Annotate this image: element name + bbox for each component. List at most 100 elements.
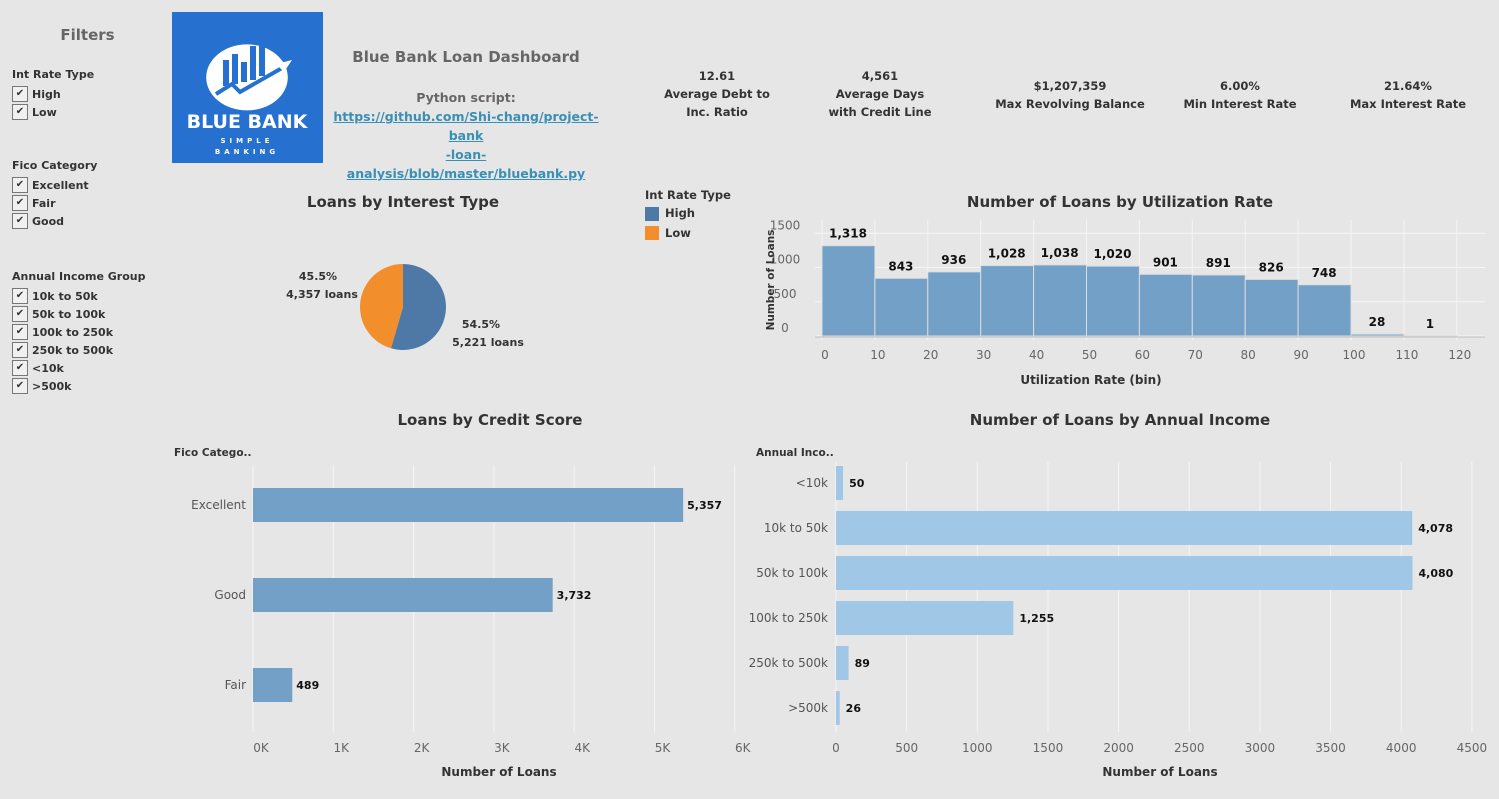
pie-label-pct: 45.5% bbox=[299, 270, 337, 283]
bar-data-label: 28 bbox=[1369, 315, 1386, 329]
checkbox-checked-icon[interactable]: ✔ bbox=[12, 177, 28, 193]
credit-bar bbox=[253, 488, 684, 522]
x-tick-label: 3500 bbox=[1315, 741, 1346, 755]
kpi-label: Min Interest Rate bbox=[1183, 97, 1297, 111]
filter-checkbox[interactable]: ✔ 100k to 250k bbox=[12, 323, 113, 341]
filter-checkbox[interactable]: ✔ High bbox=[12, 85, 61, 103]
filter-option-label: >500k bbox=[32, 379, 72, 393]
bar-data-label: 5,357 bbox=[687, 499, 722, 512]
legend-item-low[interactable]: Low bbox=[645, 226, 731, 240]
credit-bar bbox=[253, 578, 553, 612]
bar-data-label: 3,732 bbox=[557, 589, 592, 602]
filter-checkbox[interactable]: ✔ Excellent bbox=[12, 176, 89, 194]
blue-bank-logo: BLUE BANK SIMPLE BANKING bbox=[172, 12, 323, 163]
pie-label-pct: 54.5% bbox=[462, 318, 500, 331]
kpi-value: 12.61 bbox=[698, 69, 736, 83]
logo-graphic: BLUE BANK SIMPLE BANKING bbox=[187, 40, 309, 156]
kpi-value: $1,207,359 bbox=[1033, 79, 1107, 93]
histogram-bar bbox=[1086, 265, 1140, 337]
x-tick-label: 2500 bbox=[1174, 741, 1205, 755]
bar-data-label: 489 bbox=[296, 679, 319, 692]
pie-label-count: 4,357 loans bbox=[286, 288, 358, 301]
x-tick-label: 4500 bbox=[1457, 741, 1488, 755]
filter-option-label: Low bbox=[32, 105, 57, 119]
github-link[interactable]: https://github.com/Shi-chang/project-ban… bbox=[333, 109, 599, 181]
filter-group-title: Fico Category bbox=[12, 159, 98, 172]
filter-checkbox[interactable]: ✔ 10k to 50k bbox=[12, 287, 98, 305]
kpi-value: 4,561 bbox=[861, 69, 899, 83]
histogram-bar bbox=[1244, 278, 1299, 337]
filter-checkbox[interactable]: ✔ <10k bbox=[12, 359, 64, 377]
bar-data-label: 89 bbox=[855, 657, 870, 670]
x-tick-label: 50 bbox=[1082, 348, 1097, 362]
filter-checkbox[interactable]: ✔ Low bbox=[12, 103, 57, 121]
x-tick-label: 4K bbox=[574, 741, 591, 755]
checkbox-checked-icon[interactable]: ✔ bbox=[12, 324, 28, 340]
checkbox-checked-icon[interactable]: ✔ bbox=[12, 195, 28, 211]
filter-checkbox[interactable]: ✔ >500k bbox=[12, 377, 72, 395]
filter-option-label: High bbox=[32, 87, 61, 101]
checkbox-checked-icon[interactable]: ✔ bbox=[12, 288, 28, 304]
bar-data-label: 1,028 bbox=[988, 247, 1026, 261]
income-bar bbox=[836, 556, 1413, 590]
x-tick-label: 70 bbox=[1188, 348, 1203, 362]
income-chart-title: Number of Loans by Annual Income bbox=[969, 411, 1271, 429]
filter-checkbox[interactable]: ✔ 250k to 500k bbox=[12, 341, 113, 359]
pie-slice-high bbox=[390, 264, 447, 351]
histogram-bar bbox=[1138, 273, 1193, 337]
checkbox-checked-icon[interactable]: ✔ bbox=[12, 378, 28, 394]
filter-option-label: Good bbox=[32, 214, 65, 228]
category-label: 100k to 250k bbox=[749, 611, 828, 625]
x-tick-label: 60 bbox=[1135, 348, 1150, 362]
bar-data-label: 826 bbox=[1259, 260, 1284, 274]
kpi-card: 12.61 Average Debt to Inc. Ratio bbox=[642, 67, 792, 121]
x-tick-label: 80 bbox=[1241, 348, 1256, 362]
credit-chart-title: Loans by Credit Score bbox=[397, 411, 583, 429]
x-tick-label: 5K bbox=[655, 741, 672, 755]
bar-data-label: 1,020 bbox=[1094, 247, 1132, 261]
y-tick-label: 1000 bbox=[770, 253, 801, 267]
filter-option-label: 100k to 250k bbox=[32, 325, 114, 339]
checkbox-checked-icon[interactable]: ✔ bbox=[12, 86, 28, 102]
utilization-chart-title: Number of Loans by Utilization Rate bbox=[966, 193, 1274, 211]
filter-checkbox[interactable]: ✔ Good bbox=[12, 212, 64, 230]
filter-checkbox[interactable]: ✔ Fair bbox=[12, 194, 56, 212]
x-tick-label: 40 bbox=[1029, 348, 1044, 362]
x-tick-label: 4000 bbox=[1386, 741, 1417, 755]
bar-data-label: 50 bbox=[849, 477, 865, 490]
category-label: Fair bbox=[225, 678, 246, 692]
category-label: Excellent bbox=[191, 498, 246, 512]
x-tick-label: 500 bbox=[895, 741, 918, 755]
bar-data-label: 843 bbox=[888, 259, 913, 273]
checkbox-checked-icon[interactable]: ✔ bbox=[12, 306, 28, 322]
legend-title: Int Rate Type bbox=[645, 188, 731, 202]
bar-data-label: 1,255 bbox=[1019, 612, 1054, 625]
x-tick-label: 3K bbox=[494, 741, 511, 755]
dashboard-title: Blue Bank Loan Dashboard bbox=[352, 48, 580, 66]
checkbox-checked-icon[interactable]: ✔ bbox=[12, 213, 28, 229]
histogram-bar bbox=[821, 245, 876, 337]
x-tick-label: 20 bbox=[923, 348, 938, 362]
x-tick-label: 0K bbox=[253, 741, 270, 755]
category-label: Good bbox=[214, 588, 246, 602]
category-label: >500k bbox=[788, 701, 828, 715]
checkbox-checked-icon[interactable]: ✔ bbox=[12, 360, 28, 376]
legend-item-high[interactable]: High bbox=[645, 206, 731, 221]
bar-data-label: 4,078 bbox=[1418, 522, 1453, 535]
category-header: Fico Catego.. bbox=[174, 447, 252, 459]
filter-checkbox[interactable]: ✔ 50k to 100k bbox=[12, 305, 105, 323]
x-tick-label: 3000 bbox=[1245, 741, 1276, 755]
x-tick-label: 0 bbox=[821, 348, 829, 362]
checkbox-checked-icon[interactable]: ✔ bbox=[12, 104, 28, 120]
x-tick-label: 2000 bbox=[1103, 741, 1134, 755]
bar-data-label: 1 bbox=[1426, 317, 1434, 331]
legend-swatch-high bbox=[645, 206, 659, 221]
legend-swatch-low bbox=[645, 226, 659, 240]
x-tick-label: 30 bbox=[976, 348, 991, 362]
x-axis-title: Number of Loans bbox=[441, 765, 556, 779]
bar-data-label: 1,318 bbox=[829, 227, 867, 241]
checkbox-checked-icon[interactable]: ✔ bbox=[12, 342, 28, 358]
bar-data-label: 891 bbox=[1206, 256, 1231, 270]
kpi-label: Average Days with Credit Line bbox=[828, 87, 932, 119]
